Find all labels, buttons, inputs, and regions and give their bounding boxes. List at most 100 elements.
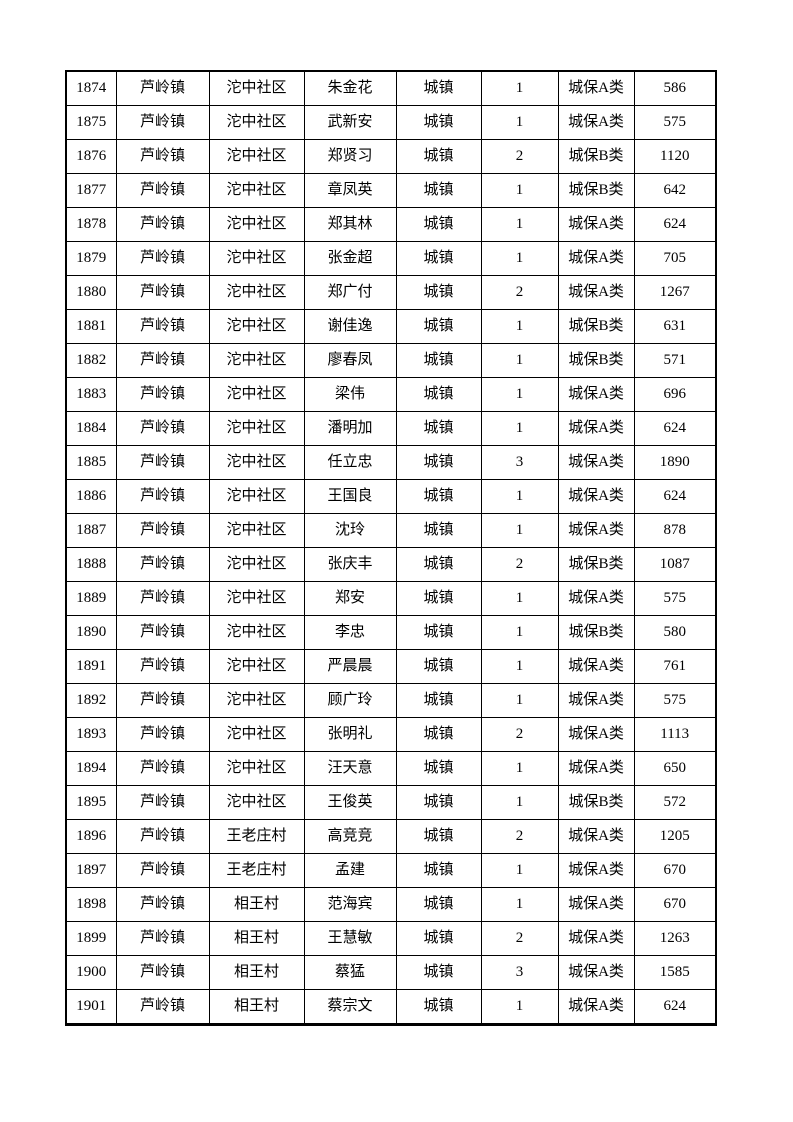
cell-count: 1 [480, 751, 559, 786]
cell-no: 1885 [65, 445, 117, 480]
cell-category: 城保A类 [557, 853, 635, 888]
cell-no: 1891 [65, 649, 117, 684]
cell-type: 城镇 [395, 921, 482, 956]
cell-count: 1 [480, 309, 559, 344]
cell-type: 城镇 [395, 105, 482, 140]
cell-amount: 1890 [633, 445, 717, 480]
cell-amount: 624 [633, 411, 717, 446]
table-row: 1876 芦岭镇 沱中社区 郑贤习 城镇 2 城保B类 1120 [65, 139, 717, 174]
cell-count: 3 [480, 955, 559, 990]
table-row: 1883 芦岭镇 沱中社区 梁伟 城镇 1 城保A类 696 [65, 377, 717, 412]
table-row: 1882 芦岭镇 沱中社区 廖春凤 城镇 1 城保B类 571 [65, 343, 717, 378]
cell-town: 芦岭镇 [115, 547, 210, 582]
cell-count: 2 [480, 139, 559, 174]
cell-community: 沱中社区 [208, 377, 305, 412]
cell-community: 沱中社区 [208, 547, 305, 582]
cell-count: 1 [480, 853, 559, 888]
cell-count: 1 [480, 683, 559, 718]
cell-amount: 624 [633, 479, 717, 514]
cell-no: 1899 [65, 921, 117, 956]
cell-name: 王国良 [303, 479, 397, 514]
cell-no: 1898 [65, 887, 117, 922]
cell-no: 1874 [65, 70, 117, 106]
table-row: 1877 芦岭镇 沱中社区 章凤英 城镇 1 城保B类 642 [65, 173, 717, 208]
cell-no: 1884 [65, 411, 117, 446]
cell-amount: 1263 [633, 921, 717, 956]
cell-town: 芦岭镇 [115, 649, 210, 684]
cell-no: 1882 [65, 343, 117, 378]
cell-category: 城保A类 [557, 887, 635, 922]
cell-name: 沈玲 [303, 513, 397, 548]
cell-amount: 650 [633, 751, 717, 786]
cell-no: 1877 [65, 173, 117, 208]
cell-amount: 705 [633, 241, 717, 276]
cell-town: 芦岭镇 [115, 989, 210, 1025]
table-row: 1880 芦岭镇 沱中社区 郑广付 城镇 2 城保A类 1267 [65, 275, 717, 310]
cell-category: 城保A类 [557, 377, 635, 412]
cell-category: 城保A类 [557, 921, 635, 956]
cell-name: 顾广玲 [303, 683, 397, 718]
cell-community: 沱中社区 [208, 445, 305, 480]
cell-no: 1875 [65, 105, 117, 140]
cell-town: 芦岭镇 [115, 751, 210, 786]
cell-type: 城镇 [395, 955, 482, 990]
cell-type: 城镇 [395, 139, 482, 174]
cell-count: 1 [480, 70, 559, 106]
cell-community: 沱中社区 [208, 207, 305, 242]
cell-category: 城保A类 [557, 479, 635, 514]
cell-no: 1901 [65, 989, 117, 1025]
cell-town: 芦岭镇 [115, 513, 210, 548]
cell-town: 芦岭镇 [115, 955, 210, 990]
cell-community: 沱中社区 [208, 343, 305, 378]
cell-name: 王慧敏 [303, 921, 397, 956]
cell-name: 朱金花 [303, 70, 397, 106]
cell-community: 沱中社区 [208, 513, 305, 548]
table-row: 1887 芦岭镇 沱中社区 沈玲 城镇 1 城保A类 878 [65, 513, 717, 548]
cell-community: 沱中社区 [208, 139, 305, 174]
cell-count: 2 [480, 275, 559, 310]
table-row: 1893 芦岭镇 沱中社区 张明礼 城镇 2 城保A类 1113 [65, 717, 717, 752]
cell-amount: 1120 [633, 139, 717, 174]
cell-name: 郑贤习 [303, 139, 397, 174]
cell-community: 沱中社区 [208, 70, 305, 106]
cell-count: 1 [480, 241, 559, 276]
table-row: 1891 芦岭镇 沱中社区 严晨晨 城镇 1 城保A类 761 [65, 649, 717, 684]
cell-type: 城镇 [395, 819, 482, 854]
cell-town: 芦岭镇 [115, 207, 210, 242]
cell-town: 芦岭镇 [115, 377, 210, 412]
cell-town: 芦岭镇 [115, 105, 210, 140]
table-row: 1896 芦岭镇 王老庄村 高竞竞 城镇 2 城保A类 1205 [65, 819, 717, 854]
cell-town: 芦岭镇 [115, 717, 210, 752]
table-row: 1890 芦岭镇 沱中社区 李忠 城镇 1 城保B类 580 [65, 615, 717, 650]
cell-amount: 575 [633, 105, 717, 140]
cell-name: 蔡宗文 [303, 989, 397, 1025]
cell-count: 1 [480, 989, 559, 1025]
cell-category: 城保A类 [557, 649, 635, 684]
cell-name: 范海宾 [303, 887, 397, 922]
cell-type: 城镇 [395, 615, 482, 650]
cell-category: 城保A类 [557, 989, 635, 1025]
cell-community: 王老庄村 [208, 819, 305, 854]
cell-town: 芦岭镇 [115, 445, 210, 480]
cell-community: 相王村 [208, 921, 305, 956]
cell-no: 1893 [65, 717, 117, 752]
cell-type: 城镇 [395, 377, 482, 412]
cell-amount: 631 [633, 309, 717, 344]
cell-type: 城镇 [395, 343, 482, 378]
cell-town: 芦岭镇 [115, 70, 210, 106]
table-row: 1894 芦岭镇 沱中社区 汪天意 城镇 1 城保A类 650 [65, 751, 717, 786]
cell-count: 1 [480, 173, 559, 208]
cell-type: 城镇 [395, 173, 482, 208]
cell-town: 芦岭镇 [115, 785, 210, 820]
cell-amount: 575 [633, 683, 717, 718]
cell-amount: 575 [633, 581, 717, 616]
cell-amount: 1267 [633, 275, 717, 310]
table-row: 1899 芦岭镇 相王村 王慧敏 城镇 2 城保A类 1263 [65, 921, 717, 956]
cell-type: 城镇 [395, 785, 482, 820]
cell-category: 城保A类 [557, 581, 635, 616]
cell-count: 1 [480, 207, 559, 242]
cell-name: 郑其林 [303, 207, 397, 242]
cell-category: 城保B类 [557, 615, 635, 650]
cell-category: 城保A类 [557, 275, 635, 310]
